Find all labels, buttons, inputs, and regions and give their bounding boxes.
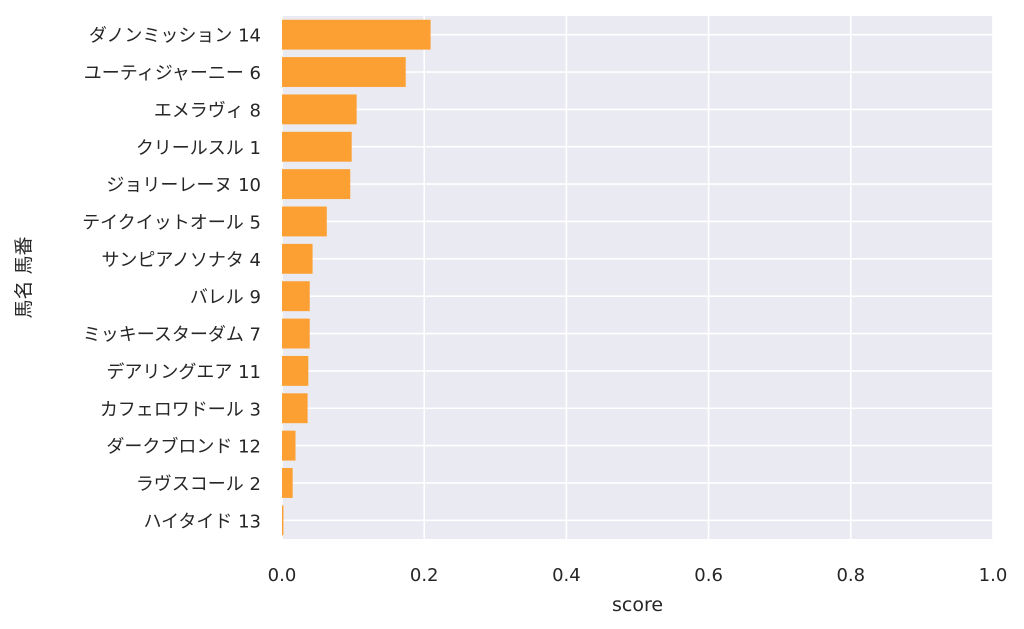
bar bbox=[282, 468, 293, 498]
grid-lines bbox=[281, 16, 994, 539]
y-tick-label: ジョリーレーヌ 10 bbox=[106, 175, 261, 196]
y-tick-label: カフェロワドール 3 bbox=[100, 399, 261, 420]
x-tick-label: 0.2 bbox=[410, 565, 439, 586]
x-tick-label: 1.0 bbox=[979, 565, 1008, 586]
x-tick-label: 0.4 bbox=[552, 565, 581, 586]
bar bbox=[282, 318, 310, 349]
y-tick-label: ハイタイド 13 bbox=[143, 511, 261, 532]
y-tick-label: サンピアノソナタ 4 bbox=[101, 250, 261, 271]
x-tick-label: 0.8 bbox=[836, 565, 865, 586]
bar bbox=[282, 206, 327, 237]
y-tick-label: ラヴスコール 2 bbox=[136, 474, 261, 495]
y-tick-label: ダークブロンド 12 bbox=[106, 436, 261, 458]
bar bbox=[282, 131, 352, 162]
y-tick-label: バレル 9 bbox=[190, 287, 261, 308]
y-tick-label: エメラヴィ 8 bbox=[154, 100, 261, 121]
y-tick-label: ミッキースターダム 7 bbox=[83, 325, 261, 346]
x-axis-title: score bbox=[612, 594, 663, 616]
bar bbox=[282, 169, 351, 200]
bar bbox=[282, 430, 296, 461]
bar bbox=[282, 281, 310, 312]
y-tick-label: ユーティジャーニー 6 bbox=[84, 63, 261, 84]
x-tick-label: 0.0 bbox=[268, 565, 297, 586]
bar bbox=[282, 243, 313, 274]
y-tick-labels: ダノンミッション 14 ユーティジャーニー 6 エメラヴィ 8 クリールスル 1 ジョリ… bbox=[82, 26, 261, 533]
y-tick-label: テイクイットオール 5 bbox=[82, 212, 261, 233]
bar bbox=[282, 19, 431, 50]
bar bbox=[282, 94, 357, 125]
bar bbox=[282, 355, 309, 386]
x-tick-label: 0.6 bbox=[694, 565, 723, 586]
bar bbox=[282, 393, 308, 424]
y-tick-label: クリールスル 1 bbox=[136, 138, 261, 159]
bar bbox=[282, 505, 284, 536]
bar bbox=[282, 57, 406, 87]
x-tick-labels: 0.0 0.2 0.4 0.6 0.8 1.0 bbox=[268, 565, 1008, 586]
bars bbox=[282, 19, 431, 536]
y-tick-label: デアリングエア 11 bbox=[106, 362, 261, 383]
y-axis-title: 馬名 馬番 bbox=[13, 236, 35, 318]
y-tick-label: ダノンミッション 14 bbox=[89, 26, 261, 47]
plot-area bbox=[282, 16, 993, 539]
